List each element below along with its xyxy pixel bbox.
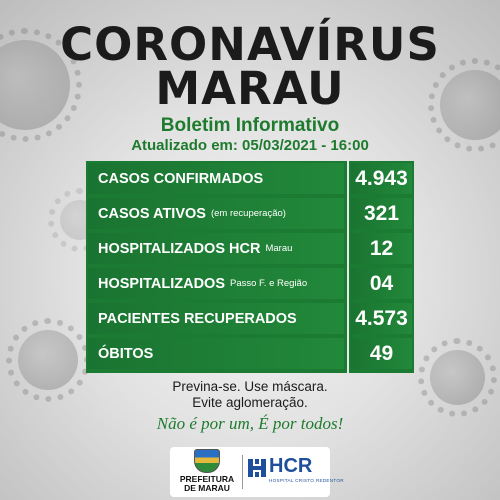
virus-decoration-icon [428,58,500,152]
stat-row-recovered: PACIENTES RECUPERADOS 4.573 [86,301,414,336]
hospital-cross-icon [248,459,266,477]
column-divider [347,161,349,373]
logo-divider [242,455,243,489]
crest-icon [194,449,220,473]
stat-value: 04 [351,268,412,299]
stat-note: (em recuperação) [210,208,286,219]
hcr-subtitle: HOSPITAL CRISTO REDENTOR [269,478,344,483]
stat-label: HOSPITALIZADOS HCR [98,240,261,257]
virus-decoration-icon [418,338,497,417]
campaign-slogan: Não é por um, É por todos! [156,414,344,433]
stat-label: HOSPITALIZADOS [98,275,226,292]
stat-value: 4.943 [351,163,412,194]
stat-note: Marau [265,243,293,254]
prevention-message: Previna-se. Use máscara. [172,379,328,394]
stats-table: CASOS CONFIRMADOS 4.943 CASOS ATIVOS (em … [86,161,414,373]
stat-row-deaths: ÓBITOS 49 [86,336,414,371]
prefeitura-logo: PREFEITURA DE MARAU [178,449,236,495]
stat-label: CASOS CONFIRMADOS [98,170,264,187]
virus-decoration-icon [0,28,82,142]
stat-value: 49 [351,338,412,369]
headline-city: MARAU [155,62,345,115]
stat-note: Passo F. e Região [230,278,308,289]
stat-row-hospitalized-region: HOSPITALIZADOS Passo F. e Região 04 [86,266,414,301]
updated-timestamp: Atualizado em: 05/03/2021 - 16:00 [131,137,369,154]
stat-value: 4.573 [351,303,412,334]
stat-row-active: CASOS ATIVOS (em recuperação) 321 [86,196,414,231]
stat-row-confirmed: CASOS CONFIRMADOS 4.943 [86,161,414,196]
hcr-name: HCR [269,455,313,477]
prevention-message: Evite aglomeração. [192,395,308,410]
prefeitura-name-line2: DE MARAU [184,483,230,493]
stat-label: ÓBITOS [98,345,154,362]
hcr-logo: HCR HOSPITAL CRISTO REDENTOR [248,455,344,491]
stat-value: 321 [351,198,412,229]
logos-footer: PREFEITURA DE MARAU HCR HOSPITAL CRISTO … [170,447,344,497]
stat-row-hospitalized-hcr: HOSPITALIZADOS HCR Marau 12 [86,231,414,266]
stat-value: 12 [351,233,412,264]
stat-label: CASOS ATIVOS [98,205,206,222]
prefeitura-name-line1: PREFEITURA [179,474,235,484]
stat-label: PACIENTES RECUPERADOS [98,310,297,327]
bulletin-subtitle: Boletim Informativo [160,115,340,136]
headline-title: CORONAVÍRUS [60,18,440,71]
